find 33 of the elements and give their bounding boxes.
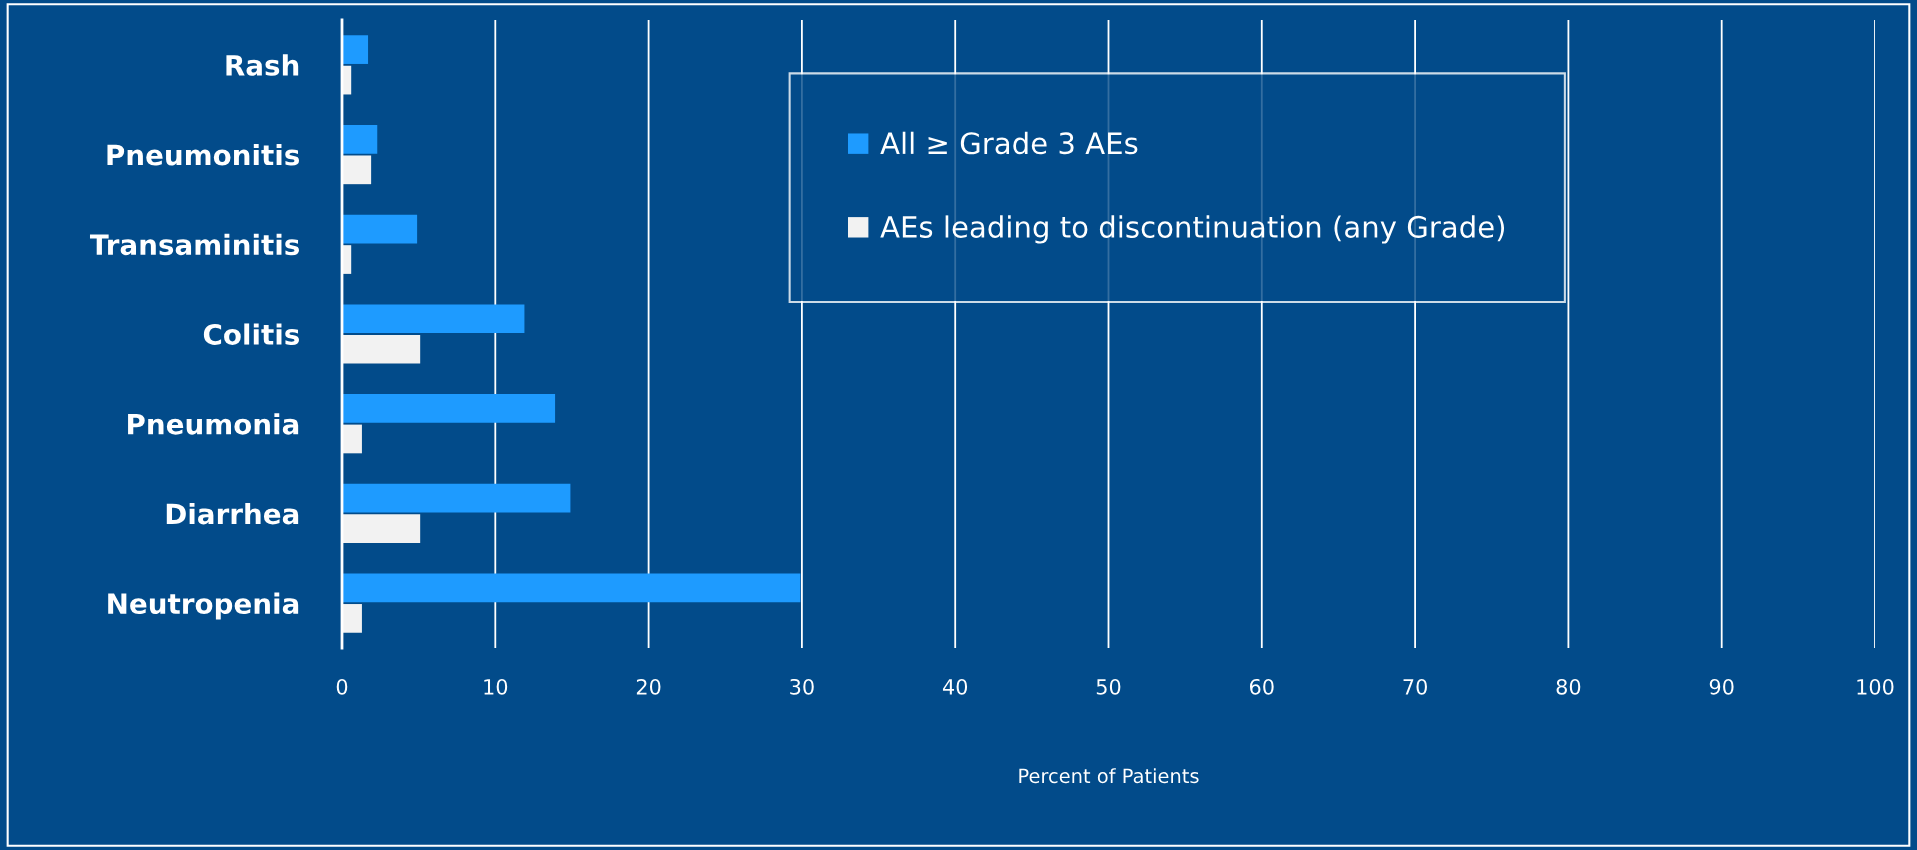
x-tick-label: 30: [790, 678, 814, 695]
x-tick-label: 70: [1403, 678, 1427, 695]
x-tick-label: 50: [1096, 678, 1121, 695]
bar: [342, 514, 421, 544]
bar: [342, 424, 362, 454]
y-tick-label: Pneumonitis: [107, 144, 300, 166]
legend-label: AEs leading to discontinuation (any Grade): [880, 215, 1505, 244]
x-tick-label: 90: [1709, 678, 1734, 695]
x-tick-label: 100: [1857, 678, 1894, 695]
y-tick-label: Colitis: [203, 323, 300, 345]
y-tick-label: Neutropenia: [108, 592, 299, 620]
x-tick-label: 20: [636, 678, 661, 695]
y-tick-label: Diarrhea: [166, 502, 299, 525]
bar: [342, 214, 418, 244]
bar: [342, 155, 372, 185]
x-tick-label: 40: [942, 678, 968, 695]
y-tick-label: Transaminitis: [89, 233, 300, 256]
bar: [342, 604, 362, 633]
bar: [342, 483, 571, 513]
x-tick-label: 80: [1556, 678, 1581, 695]
x-axis-title: Percent of Patients: [1019, 768, 1199, 784]
bar: [342, 573, 801, 603]
x-tick-label: 0: [336, 678, 348, 695]
bar: [342, 394, 556, 423]
x-tick-label: 60: [1250, 678, 1274, 695]
y-tick-label: Pneumonia: [128, 413, 299, 435]
bar: [342, 304, 525, 334]
x-tick-label: 10: [484, 678, 508, 695]
legend-label: All ≥ Grade 3 AEs: [880, 131, 1138, 155]
bar: [342, 334, 421, 364]
bar: [342, 124, 378, 154]
y-tick-label: Rash: [226, 54, 299, 76]
bar: [342, 35, 369, 64]
